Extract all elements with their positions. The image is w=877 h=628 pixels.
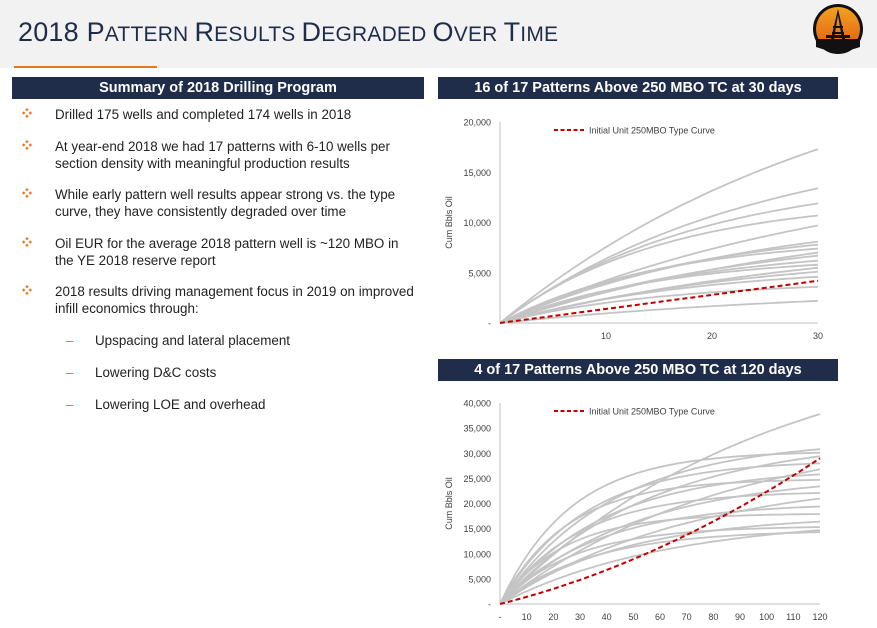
y-tick-label: 15,000	[463, 168, 491, 178]
y-tick-label: 10,000	[463, 218, 491, 228]
x-tick-label: -	[499, 612, 502, 622]
diamond-bullet-icon	[22, 108, 32, 118]
y-axis-label: Cum Bbls Oil	[444, 477, 454, 530]
x-tick-label: 80	[708, 612, 718, 622]
bullet-text: While early pattern well results appear …	[55, 187, 396, 219]
y-axis-label: Cum Bbls Oil	[444, 196, 454, 249]
diamond-bullet-icon	[22, 285, 32, 295]
bullet-text: Oil EUR for the average 2018 pattern wel…	[55, 236, 399, 268]
y-tick-label: 35,000	[463, 424, 491, 434]
x-tick-label: 30	[575, 612, 585, 622]
x-tick-label: 120	[812, 612, 827, 622]
pattern-series-line	[499, 485, 821, 605]
pattern-series-line	[499, 531, 821, 605]
pattern-series-line	[499, 513, 820, 605]
y-tick-label: 5,000	[468, 574, 491, 584]
dash-marker: –	[66, 365, 74, 380]
type-curve-line	[499, 279, 819, 324]
type-curve-line	[499, 457, 821, 605]
pattern-series-line	[499, 214, 819, 324]
y-tick-label: 20,000	[463, 499, 491, 509]
x-tick-label: 70	[682, 612, 692, 622]
x-tick-label: 10	[601, 331, 611, 341]
sub-bullet-text: Upspacing and lateral placement	[95, 333, 291, 348]
dash-marker: –	[66, 333, 74, 348]
y-tick-label: 20,000	[463, 118, 491, 128]
bullet-text: Drilled 175 wells and completed 174 well…	[55, 107, 352, 122]
diamond-bullet-icon	[22, 237, 32, 247]
y-tick-label: 25,000	[463, 474, 491, 484]
chart1-title: 16 of 17 Patterns Above 250 MBO TC at 30…	[438, 77, 838, 99]
y-tick-label: -	[488, 319, 491, 329]
x-tick-label: 20	[707, 331, 717, 341]
diamond-bullet-icon	[22, 188, 32, 198]
legend-label: Initial Unit 250MBO Type Curve	[589, 126, 715, 136]
title-underline	[14, 66, 157, 68]
pattern-series-line	[499, 148, 819, 324]
x-tick-label: 30	[813, 331, 823, 341]
chart-120-days: - 5,000 10,000 15,000 20,000 25,000 30,000 35,0…	[444, 399, 828, 623]
x-tick-label: 20	[548, 612, 558, 622]
dash-marker: –	[66, 397, 74, 412]
pattern-series-line	[499, 479, 821, 605]
pattern-series-line	[499, 529, 821, 605]
pattern-series-line	[499, 448, 821, 605]
pattern-series-line	[499, 520, 821, 605]
y-tick-label: 5,000	[468, 268, 491, 278]
diamond-bullet-icon	[22, 140, 32, 150]
x-tick-label: 10	[522, 612, 532, 622]
pattern-series-line	[499, 492, 821, 605]
x-tick-label: 100	[759, 612, 774, 622]
sub-bullet-text: Lowering D&C costs	[95, 365, 217, 380]
x-tick-label: 60	[655, 612, 665, 622]
pattern-series-line	[499, 240, 819, 324]
bullet-text: 2018 results driving management focus in…	[55, 284, 414, 316]
x-tick-label: 50	[628, 612, 638, 622]
y-tick-label: -	[488, 600, 491, 610]
pattern-series-line	[499, 247, 819, 324]
pattern-series-line	[499, 285, 819, 324]
pattern-series-line	[499, 505, 821, 605]
oil-derrick-logo-icon	[813, 4, 863, 54]
sub-bullet-text: Lowering LOE and overhead	[95, 397, 266, 412]
pattern-series-line	[499, 451, 821, 605]
y-tick-label: 30,000	[463, 449, 491, 459]
y-tick-label: 10,000	[463, 549, 491, 559]
legend-label: Initial Unit 250MBO Type Curve	[589, 407, 715, 417]
x-tick-label: 110	[786, 612, 800, 622]
title-bar	[0, 0, 877, 68]
y-tick-label: 15,000	[463, 524, 491, 534]
summary-header: Summary of 2018 Drilling Program	[12, 77, 424, 99]
x-tick-label: 90	[735, 612, 745, 622]
pattern-series-line	[499, 300, 819, 324]
pattern-series-line	[499, 526, 821, 605]
pattern-series-line	[499, 275, 819, 324]
bullet-text: At year-end 2018 we had 17 patterns with…	[55, 139, 390, 171]
x-tick-label: 40	[602, 612, 612, 622]
y-tick-label: 40,000	[463, 399, 491, 409]
page-title: 2018 PATTERN RESULTS DEGRADED OVER TIME	[18, 17, 559, 47]
chart2-title: 4 of 17 Patterns Above 250 MBO TC at 120…	[438, 359, 838, 381]
pattern-series-line	[499, 263, 819, 324]
chart-30-days: - 5,000 10,000 15,000 20,000 10 20 30 Cum Bbls O…	[444, 118, 823, 342]
